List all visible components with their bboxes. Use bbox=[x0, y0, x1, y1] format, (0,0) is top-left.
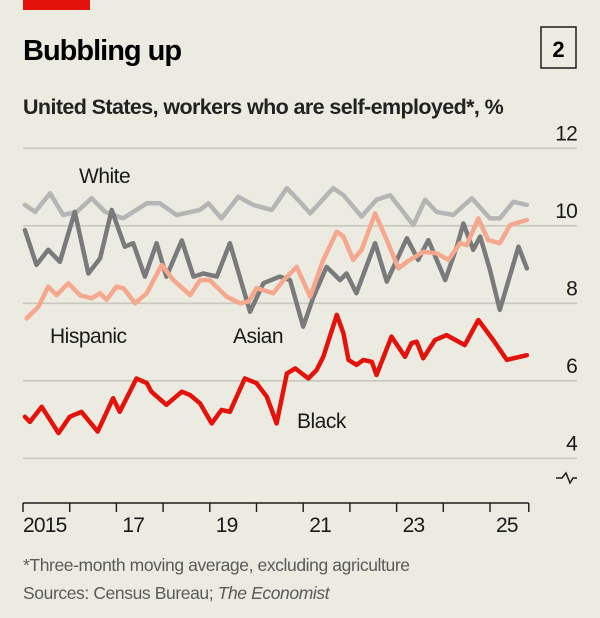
x-axis: 2015 17 19 21 23 25 bbox=[22, 502, 530, 537]
x-tick-label: 17 bbox=[122, 514, 144, 537]
y-axis: 4 6 8 10 12 bbox=[555, 122, 579, 455]
x-tick-label: 19 bbox=[216, 514, 238, 537]
footnote: *Three-month moving average, excluding a… bbox=[23, 555, 410, 575]
x-tick-label: 25 bbox=[496, 514, 518, 537]
axis-break-icon bbox=[556, 471, 577, 485]
y-tick-label: 10 bbox=[555, 200, 577, 223]
y-tick-label: 4 bbox=[566, 432, 578, 455]
accent-bar bbox=[23, 0, 90, 10]
series-line-white bbox=[22, 185, 530, 228]
sources: Sources: Census Bureau; The Economist bbox=[23, 583, 331, 603]
series-line-hispanic bbox=[24, 211, 530, 321]
series-lines bbox=[22, 185, 530, 436]
series-label-asian: Asian bbox=[233, 325, 283, 348]
x-tick-label: 2015 bbox=[23, 514, 67, 537]
y-tick-label: 8 bbox=[566, 277, 577, 300]
series-line-black bbox=[22, 312, 530, 436]
x-tick-label: 23 bbox=[403, 514, 425, 537]
sources-prefix: Sources: Census Bureau; bbox=[23, 583, 218, 603]
x-tick-label: 21 bbox=[309, 514, 331, 537]
chart-number-box bbox=[540, 26, 577, 69]
y-tick-label: 12 bbox=[555, 122, 577, 145]
chart-number: 2 bbox=[552, 37, 564, 62]
series-label-black: Black bbox=[297, 410, 347, 433]
series-label-hispanic: Hispanic bbox=[50, 325, 127, 348]
chart-subtitle: United States, workers who are self-empl… bbox=[23, 95, 504, 119]
sources-publication: The Economist bbox=[218, 583, 331, 603]
y-tick-label: 6 bbox=[566, 355, 577, 378]
series-label-white: White bbox=[79, 165, 130, 188]
chart-title: Bubbling up bbox=[23, 35, 181, 67]
series-line-asian bbox=[22, 207, 530, 329]
